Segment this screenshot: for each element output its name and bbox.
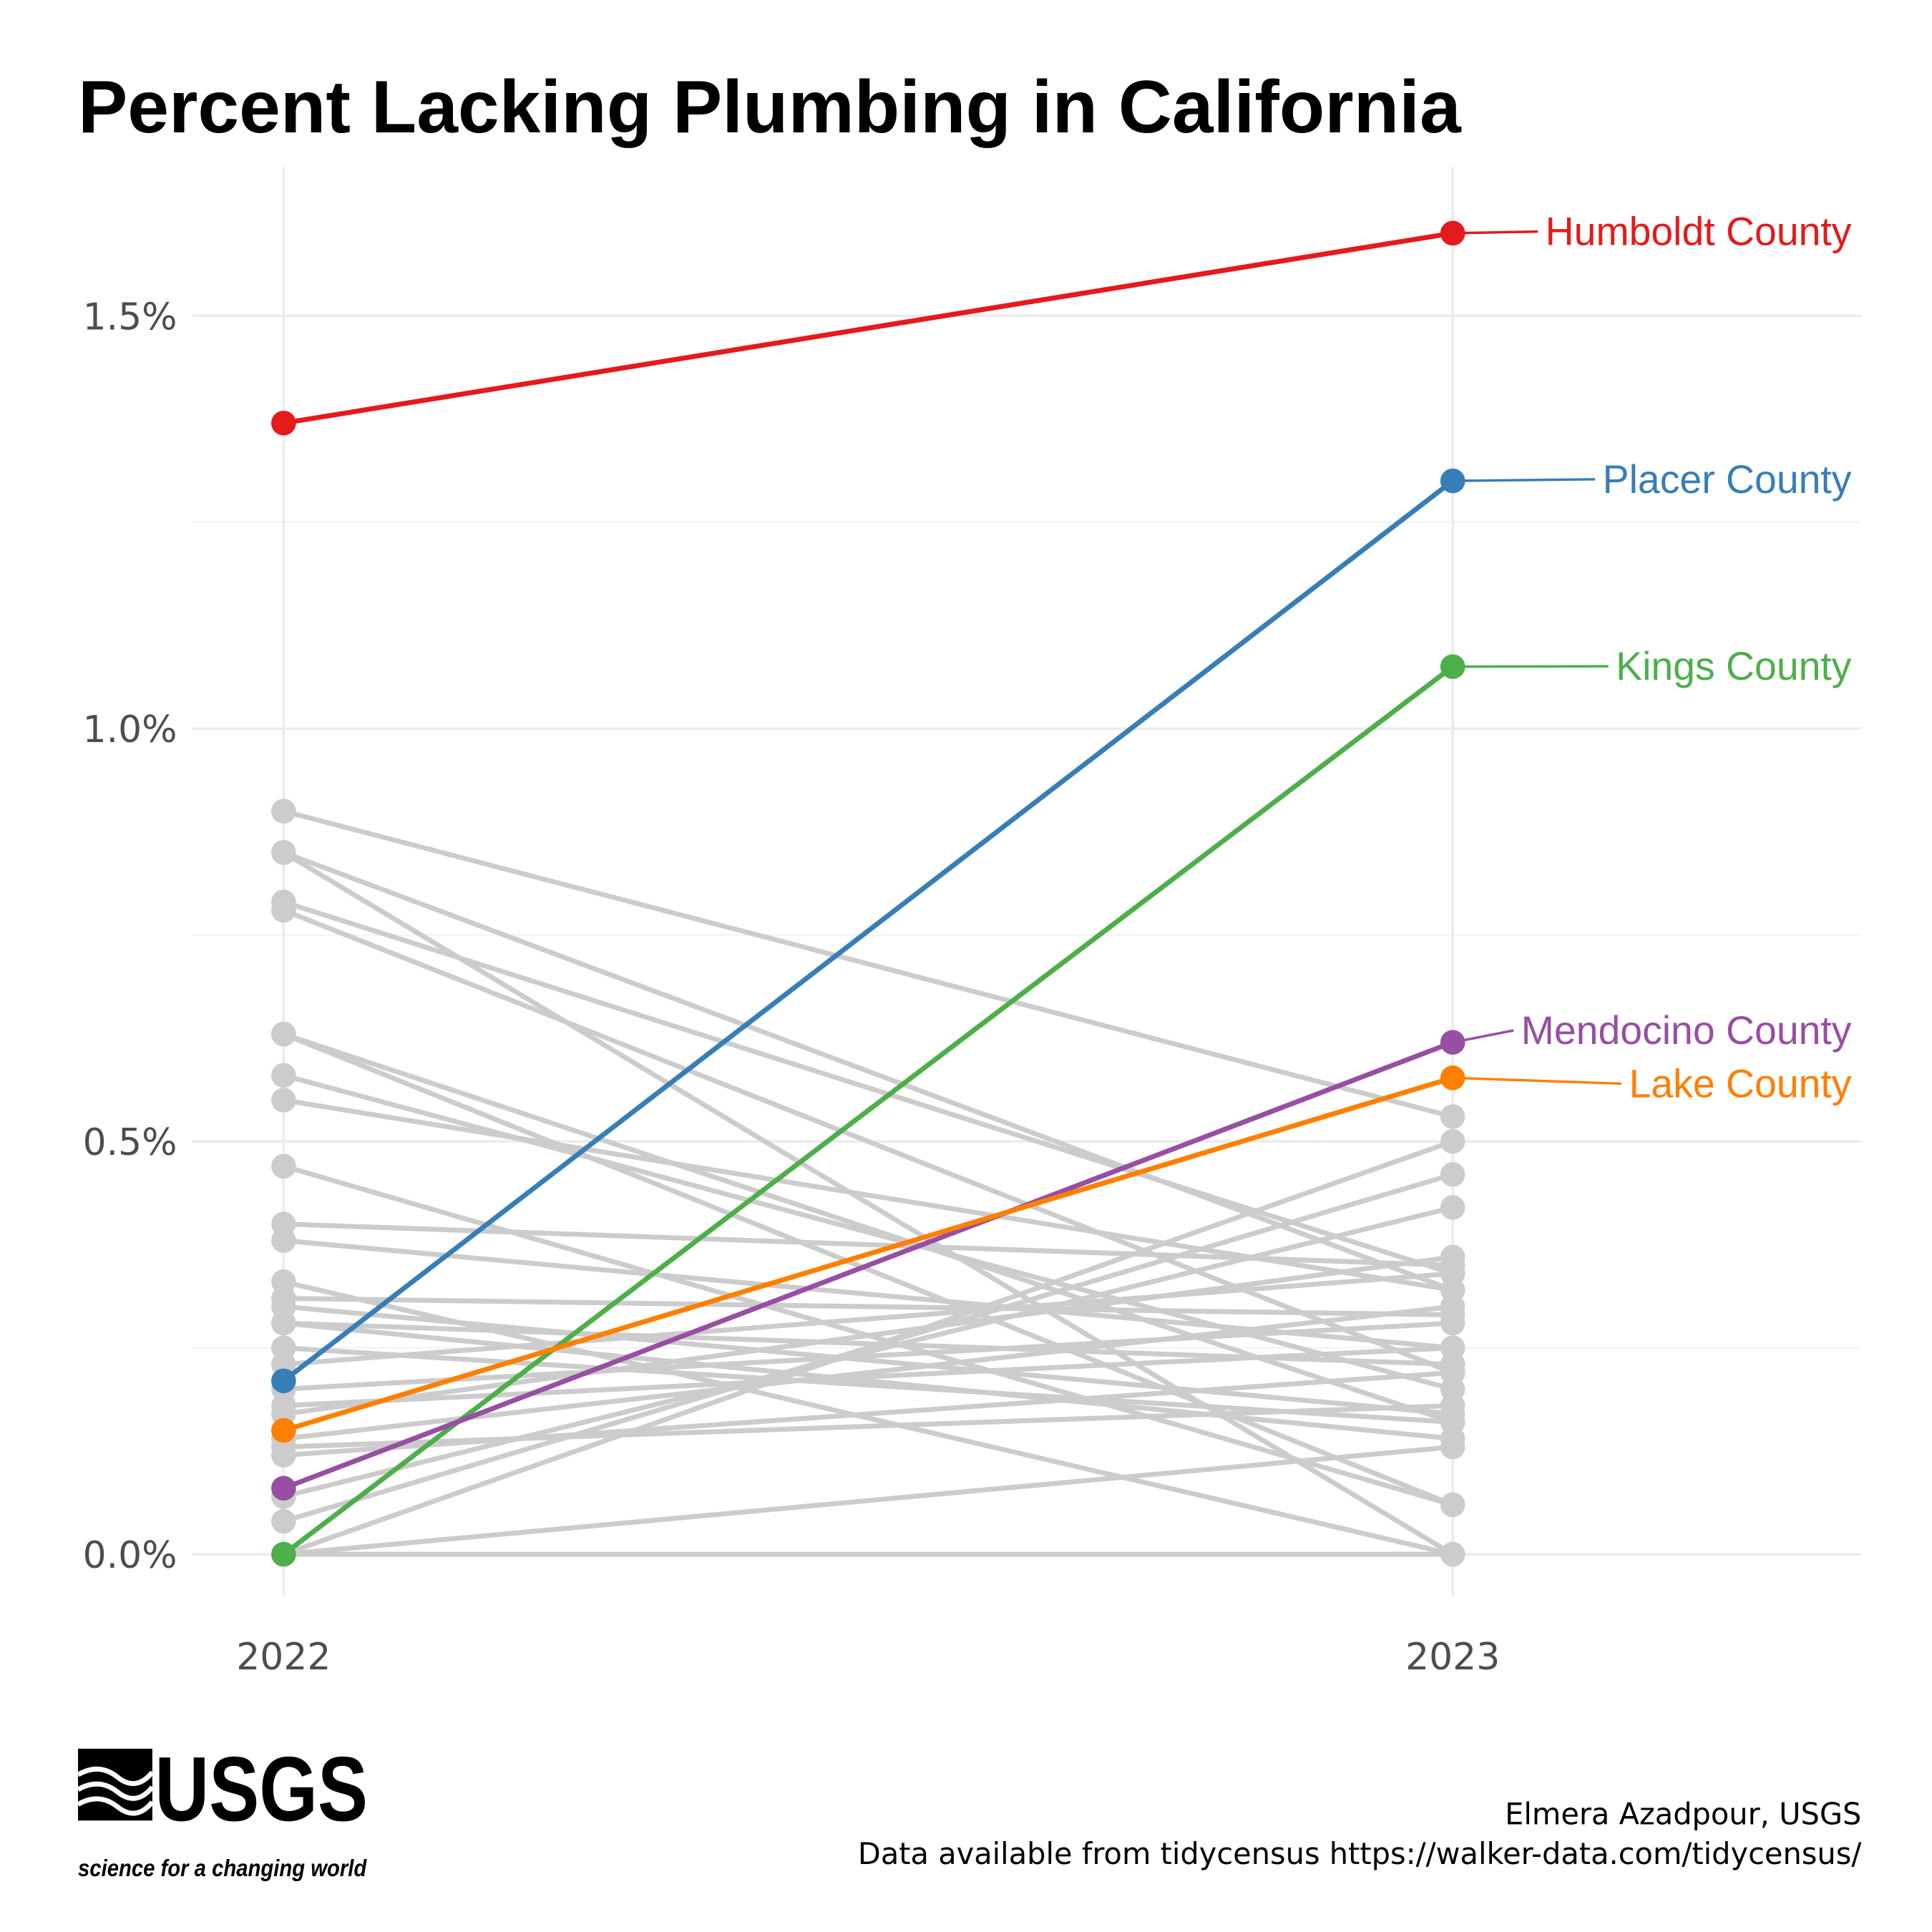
county-point bbox=[1440, 1360, 1465, 1385]
county-point bbox=[1440, 1294, 1465, 1319]
county-point bbox=[271, 1443, 296, 1468]
county-point bbox=[1440, 1492, 1465, 1518]
county-line bbox=[282, 850, 1454, 1557]
county-point bbox=[271, 1153, 296, 1179]
highlight-line bbox=[283, 1040, 1454, 1491]
label-leader-line bbox=[1453, 478, 1596, 482]
county-line bbox=[283, 1205, 1454, 1499]
highlight-point bbox=[1440, 1030, 1465, 1055]
county-point bbox=[1440, 1541, 1465, 1567]
county-line bbox=[283, 1304, 1453, 1417]
county-line bbox=[283, 1320, 1453, 1392]
highlight-point bbox=[271, 410, 296, 436]
highlight-line bbox=[282, 479, 1455, 1383]
other-counties bbox=[271, 799, 1465, 1567]
county-line bbox=[283, 1138, 1454, 1557]
highlight-point bbox=[271, 1418, 296, 1443]
highlight-point bbox=[1440, 1065, 1465, 1091]
county-point bbox=[1440, 1162, 1465, 1187]
county-line bbox=[283, 1320, 1453, 1442]
county-point bbox=[1440, 1335, 1465, 1360]
x-tick-label: 2023 bbox=[1405, 1636, 1500, 1679]
y-tick-label: 1.0% bbox=[83, 708, 177, 751]
chart-title: Percent Lacking Plumbing in California bbox=[78, 66, 1462, 149]
county-point bbox=[1440, 1393, 1465, 1418]
highlighted-counties: Humboldt County Placer County Kings County… bbox=[271, 210, 1852, 1567]
series-label: Humboldt County bbox=[1546, 210, 1852, 254]
y-tick-label: 0.0% bbox=[83, 1534, 177, 1577]
label-leader-line bbox=[1453, 230, 1538, 235]
county-point bbox=[271, 1508, 296, 1534]
label-leader-line bbox=[1452, 1029, 1514, 1044]
county-line bbox=[283, 850, 1454, 1293]
highlight-line bbox=[283, 230, 1453, 426]
county-line bbox=[283, 1370, 1453, 1458]
county-line bbox=[283, 1345, 1453, 1425]
county-point bbox=[271, 1310, 296, 1336]
county-line bbox=[283, 1444, 1453, 1557]
county-point bbox=[271, 897, 296, 923]
county-line bbox=[283, 1304, 1453, 1442]
highlight-point bbox=[271, 1368, 296, 1394]
county-line bbox=[283, 1345, 1453, 1408]
logo-text: USGS bbox=[155, 1738, 368, 1840]
label-leader-line bbox=[1453, 665, 1609, 668]
highlight-line bbox=[282, 664, 1455, 1556]
county-line bbox=[283, 907, 1454, 1375]
series-label: Lake County bbox=[1629, 1061, 1852, 1106]
y-tick-label: 1.5% bbox=[83, 296, 177, 338]
county-point bbox=[271, 1021, 296, 1047]
logo-tagline: science for a changing world bbox=[78, 1855, 367, 1881]
county-line bbox=[283, 1271, 1453, 1367]
logo-waves-icon bbox=[77, 1766, 155, 1816]
y-tick-label: 0.5% bbox=[83, 1121, 177, 1164]
caption-author: Elmera Azadpour, USGS bbox=[1505, 1796, 1861, 1831]
county-point bbox=[271, 1228, 296, 1253]
highlight-point bbox=[271, 1541, 296, 1567]
county-line bbox=[283, 1279, 1453, 1557]
county-line bbox=[283, 1031, 1454, 1508]
series-label: Placer County bbox=[1603, 457, 1852, 502]
usgs-logo: USGS science for a changing world bbox=[77, 1738, 368, 1881]
county-point bbox=[1440, 1104, 1465, 1129]
county-point bbox=[271, 839, 296, 865]
county-point bbox=[271, 1088, 296, 1113]
axis-ticks: 0.0% 0.5% 1.0% 1.5% 2022 2023 bbox=[83, 296, 1501, 1679]
county-point bbox=[1440, 1195, 1465, 1220]
caption-source: Data available from tidycensus https://w… bbox=[858, 1836, 1861, 1871]
county-point bbox=[1440, 1128, 1465, 1154]
county-line bbox=[283, 809, 1454, 1119]
label-leader-line bbox=[1453, 1076, 1622, 1085]
highlight-line bbox=[283, 1075, 1454, 1433]
county-line bbox=[283, 1254, 1453, 1417]
county-point bbox=[1440, 1244, 1465, 1270]
county-line bbox=[283, 1295, 1453, 1317]
county-point bbox=[271, 799, 296, 824]
series-label: Mendocino County bbox=[1521, 1008, 1852, 1053]
county-line bbox=[283, 1073, 1454, 1392]
highlight-point bbox=[271, 1475, 296, 1501]
county-point bbox=[1440, 1434, 1465, 1460]
series-label: Kings County bbox=[1616, 644, 1852, 688]
x-tick-label: 2022 bbox=[236, 1636, 331, 1679]
county-point bbox=[271, 1063, 296, 1088]
